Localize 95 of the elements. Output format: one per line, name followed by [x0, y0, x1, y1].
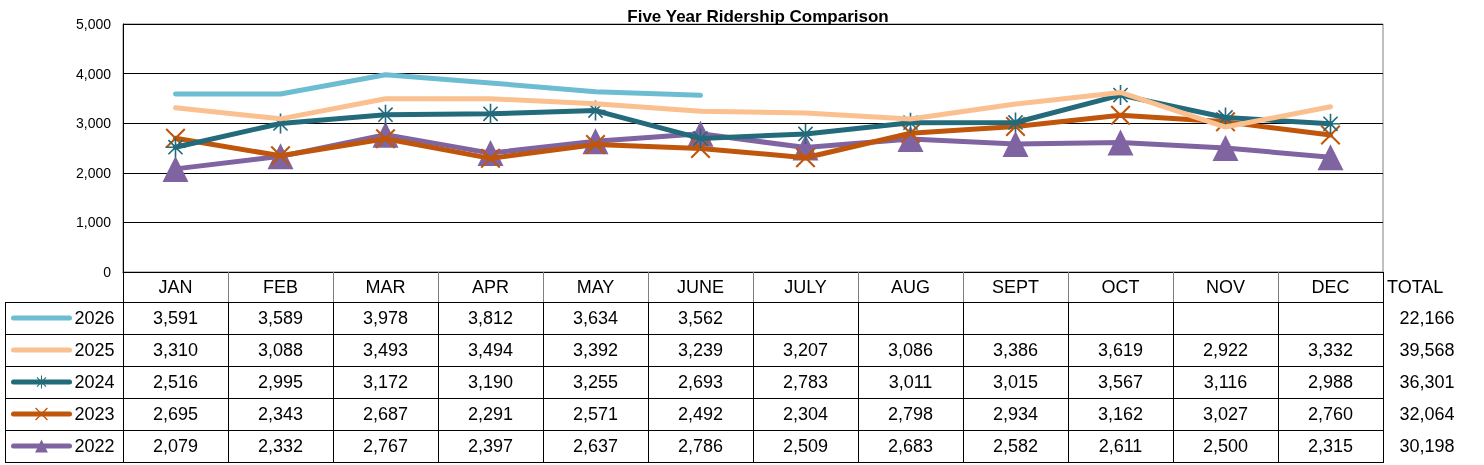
data-label: 3,589 [256, 306, 304, 330]
y-tick-label: 4,000 [75, 65, 112, 82]
text: 36,301 [1399, 371, 1455, 392]
data-label: 2,571 [571, 402, 619, 426]
data-label: 2,683 [886, 434, 934, 458]
y-tick-label: 1,000 [75, 214, 112, 231]
data-label: 2,397 [466, 434, 514, 458]
data-label: 2,291 [466, 402, 514, 426]
data-label: 3,978 [361, 306, 409, 330]
y-tick-label: 2,000 [75, 164, 112, 181]
data-label: 2,786 [676, 434, 724, 458]
data-label: 2,798 [886, 402, 934, 426]
point [1317, 144, 1344, 171]
data-label: 3,634 [571, 306, 619, 330]
x-tick-label: DEC [1311, 277, 1350, 297]
text: 39,568 [1399, 339, 1455, 360]
data-label: 2,687 [361, 402, 409, 426]
point [1320, 125, 1341, 146]
point [795, 123, 816, 144]
data-label: 3,812 [466, 306, 514, 330]
point [1320, 113, 1341, 134]
legend-label: 2026 [74, 308, 115, 328]
legend-label: 2025 [74, 340, 115, 360]
data-label: 3,562 [676, 306, 724, 330]
text: 30,198 [1399, 435, 1455, 456]
legend-label: 2024 [74, 372, 115, 392]
text: 22,166 [1399, 307, 1455, 328]
data-label: 3,255 [571, 370, 619, 394]
x-tick-label: MAR [365, 277, 406, 297]
text: TOTAL [1387, 275, 1445, 299]
data-label: 3,310 [151, 338, 199, 362]
data-label: 2,492 [676, 402, 724, 426]
data-label: 2,988 [1306, 370, 1354, 394]
point [1212, 135, 1239, 161]
legend-label: 2022 [74, 436, 115, 456]
chart-title: Five Year Ridership Comparison [627, 7, 889, 26]
legend-label: 2023 [74, 404, 115, 424]
x-tick-label: FEB [262, 277, 299, 297]
data-label: 2,332 [256, 434, 304, 458]
y-tick-label: 5,000 [75, 16, 112, 32]
data-label: 3,591 [151, 306, 199, 330]
data-label: 3,088 [256, 338, 304, 362]
x-tick-label: MAY [576, 277, 615, 297]
data-label: 3,015 [991, 370, 1039, 394]
x-tick-label: AUG [890, 277, 931, 297]
x-tick-label: JULY [784, 277, 827, 297]
data-label: 3,567 [1096, 370, 1144, 394]
data-label: 3,011 [887, 370, 934, 394]
data-label: 2,934 [991, 402, 1039, 426]
data-label: 2,783 [781, 370, 829, 394]
point [1110, 105, 1131, 126]
data-label: 2,315 [1306, 434, 1354, 458]
x-tick-label: SEPT [991, 277, 1040, 297]
x-tick-label: JAN [158, 277, 193, 297]
y-tick-label: 0 [103, 264, 112, 280]
data-label: 2,079 [151, 434, 199, 458]
data-label: 2,695 [151, 402, 199, 426]
x-tick-label: OCT [1101, 277, 1140, 297]
data-label: 2,922 [1201, 338, 1249, 362]
x-tick-label: NOV [1205, 277, 1246, 297]
data-label: 2,516 [151, 370, 199, 394]
data-label: 2,582 [991, 434, 1039, 458]
data-label: 2,995 [256, 370, 304, 394]
point [165, 137, 186, 158]
point [1107, 129, 1134, 156]
data-label: 3,207 [781, 338, 829, 362]
data-label: 3,386 [991, 338, 1039, 362]
x-tick-label: JUNE [676, 277, 725, 297]
data-label: 2,767 [361, 434, 409, 458]
data-label: 3,619 [1096, 338, 1144, 362]
data-label: 3,494 [466, 338, 514, 362]
data-label: 2,760 [1306, 402, 1354, 426]
data-label: 2,611 [1097, 434, 1144, 458]
data-label: 2,637 [571, 434, 619, 458]
data-label: 3,239 [676, 338, 724, 362]
data-label: 2,343 [256, 402, 304, 426]
data-label: 3,332 [1306, 338, 1354, 362]
data-label: 2,509 [781, 434, 829, 458]
data-label: 3,027 [1201, 402, 1249, 426]
data-label: 2,304 [781, 402, 829, 426]
data-label: 3,190 [466, 370, 514, 394]
point [1002, 130, 1029, 157]
y-tick-label: 3,000 [75, 115, 112, 132]
data-label: 3,392 [571, 338, 619, 362]
data-label: 2,693 [676, 370, 724, 394]
data-label: 2,500 [1201, 434, 1249, 458]
data-label: 3,116 [1202, 370, 1249, 394]
data-label: 3,493 [361, 338, 409, 362]
data-label: 3,086 [886, 338, 934, 362]
data-label: 3,162 [1096, 402, 1144, 426]
text: 32,064 [1399, 403, 1455, 424]
point [480, 103, 501, 124]
data-label: 3,172 [361, 370, 409, 394]
x-tick-label: APR [471, 277, 510, 297]
point [162, 155, 189, 182]
